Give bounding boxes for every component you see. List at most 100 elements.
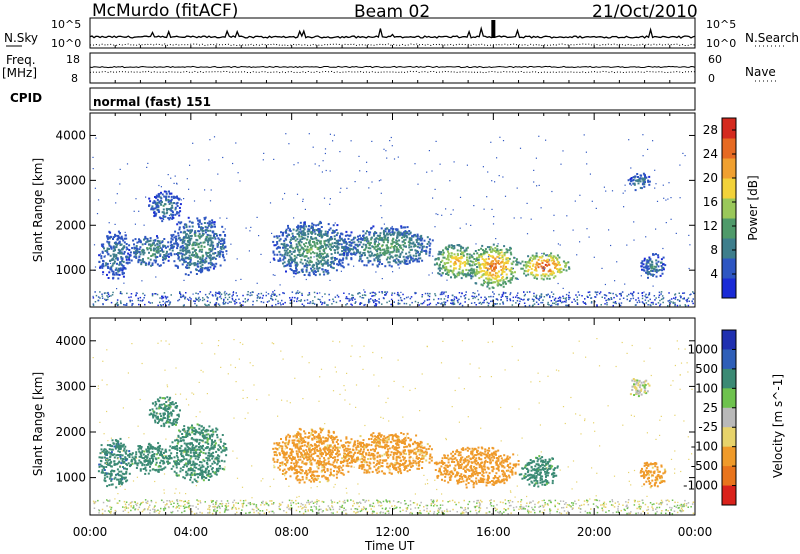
power-colorbar-tick-label-3: 16 — [703, 195, 718, 209]
xtick-label-0: 00:00 — [73, 525, 108, 539]
velocity-colorbar-cell-6 — [722, 446, 736, 467]
noise-left-tick-high: 10^5 — [51, 18, 82, 31]
noise-right-tick-high: 10^5 — [706, 18, 737, 31]
velocity-echo-region-9 — [639, 461, 667, 489]
beam-title: Beam 02 — [354, 2, 431, 22]
power-panel-frame — [89, 112, 696, 308]
station-title: McMurdo (fitACF) — [92, 1, 239, 21]
velocity-colorbar-cell-7 — [722, 466, 736, 487]
power-echo-region-3 — [169, 216, 228, 276]
power-colorbar-tick-label-1: 8 — [710, 243, 718, 257]
xtick-label-4: 16:00 — [476, 525, 511, 539]
velocity-colorbar-cell-3 — [722, 388, 736, 409]
velocity-y-axis-label: Slant Range [km] — [31, 371, 45, 477]
power-echo-region-7 — [468, 243, 520, 290]
freq-unit-label: [MHz] — [2, 66, 38, 80]
velocity-colorbar-cell-1 — [722, 349, 736, 370]
power-colorbar-tick-label-2: 12 — [703, 219, 718, 233]
freq-right-tick-high: 60 — [708, 53, 722, 66]
power-ytick-label-3: 4000 — [55, 128, 86, 142]
noise-panel-frame — [89, 17, 696, 49]
power-ytick-label-0: 1000 — [55, 263, 86, 277]
noise-sky-trace — [89, 26, 696, 39]
velocity-colorbar-frame — [721, 329, 737, 506]
xtick-label-1: 04:00 — [174, 525, 209, 539]
noise-search-trace — [89, 43, 695, 47]
power-colorbar-cell-6 — [722, 158, 736, 179]
power-colorbar-label: Power [dB] — [746, 175, 760, 241]
velocity-echo-region-1 — [128, 442, 173, 475]
freq-panel-frame — [89, 52, 696, 84]
x-axis-label: Time UT — [365, 539, 415, 553]
velocity-ytick-label-1: 2000 — [55, 425, 86, 439]
power-echo-region-4 — [272, 220, 353, 277]
freq-label: Freq. — [6, 53, 36, 67]
noise-right-tick-low: 10^0 — [706, 37, 737, 50]
power-echo-region-1 — [129, 235, 173, 267]
velocity-colorbar-tick-label-7: -1000 — [683, 479, 718, 493]
freq-left-tick-high: 18 — [66, 53, 80, 66]
nave-label: Nave — [745, 65, 776, 79]
freq-trace — [89, 65, 696, 69]
velocity-echo-region-0 — [97, 437, 131, 489]
power-echo-region-6 — [433, 244, 480, 280]
velocity-echo-region-5 — [343, 432, 433, 475]
power-echo-region-5 — [343, 225, 434, 268]
velocity-echo-region-3 — [168, 423, 228, 484]
velocity-ytick-label-3: 4000 — [55, 334, 86, 348]
velocity-ytick-label-0: 1000 — [55, 471, 86, 485]
power-ytick-label-2: 3000 — [55, 173, 86, 187]
cpid-label: CPID — [10, 91, 43, 105]
power-colorbar-cell-0 — [722, 278, 736, 299]
xtick-label-5: 20:00 — [577, 525, 612, 539]
power-colorbar-cell-5 — [722, 178, 736, 199]
velocity-echo-region-8 — [629, 378, 651, 398]
cpid-panel-frame — [89, 87, 696, 111]
velocity-colorbar-tick-label-2: 100 — [695, 381, 718, 395]
power-echo-region-8 — [519, 252, 571, 281]
power-colorbar-cell-7 — [722, 138, 736, 159]
velocity-echo-region-7 — [518, 455, 559, 488]
power-y-axis-label: Slant Range [km] — [31, 157, 45, 263]
noise-sky-label: N.Sky — [4, 31, 39, 45]
noise-search-label: N.Search — [745, 31, 800, 45]
cpid-value: normal (fast) 151 — [93, 95, 211, 109]
velocity-colorbar-cell-8 — [722, 485, 736, 506]
velocity-colorbar-tick-label-6: -500 — [691, 459, 718, 473]
freq-right-tick-low: 0 — [708, 72, 715, 85]
power-colorbar-tick-label-5: 24 — [703, 147, 718, 161]
power-colorbar-cell-3 — [722, 218, 736, 239]
velocity-colorbar-cell-2 — [722, 368, 736, 389]
velocity-colorbar-label: Velocity [m s^-1] — [771, 373, 785, 479]
power-echo-region-0 — [98, 230, 132, 280]
xtick-label-3: 12:00 — [375, 525, 410, 539]
power-colorbar-tick-label-6: 28 — [703, 123, 718, 137]
date-title: 21/Oct/2010 — [592, 2, 698, 22]
power-ytick-label-1: 2000 — [55, 218, 86, 232]
velocity-colorbar-tick-label-3: 25 — [703, 401, 718, 415]
velocity-echo-region-4 — [272, 427, 354, 484]
noise-left-tick-low: 10^0 — [51, 37, 82, 50]
velocity-echo-region-2 — [148, 396, 181, 428]
power-colorbar-cell-8 — [722, 118, 736, 139]
power-echo-region-9 — [627, 172, 651, 192]
xtick-label-6: 00:00 — [678, 525, 713, 539]
velocity-colorbar-cell-0 — [722, 330, 736, 350]
xtick-label-2: 08:00 — [274, 525, 309, 539]
velocity-echo-region-6 — [433, 446, 520, 489]
velocity-ground-scatter — [92, 338, 695, 515]
velocity-colorbar-tick-label-1: 500 — [695, 362, 718, 376]
velocity-colorbar-cell-4 — [722, 407, 736, 428]
velocity-colorbar-tick-label-5: -100 — [691, 440, 718, 454]
velocity-colorbar-tick-label-0: 1000 — [687, 342, 718, 356]
power-echo-region-2 — [148, 190, 182, 223]
power-echo-region-10 — [640, 253, 667, 279]
nave-trace — [89, 70, 696, 74]
velocity-colorbar-tick-label-4: -25 — [698, 420, 718, 434]
power-colorbar-cell-2 — [722, 238, 736, 259]
power-colorbar-cell-1 — [722, 258, 736, 279]
power-colorbar-tick-label-4: 20 — [703, 171, 718, 185]
noise-spike — [491, 20, 496, 38]
